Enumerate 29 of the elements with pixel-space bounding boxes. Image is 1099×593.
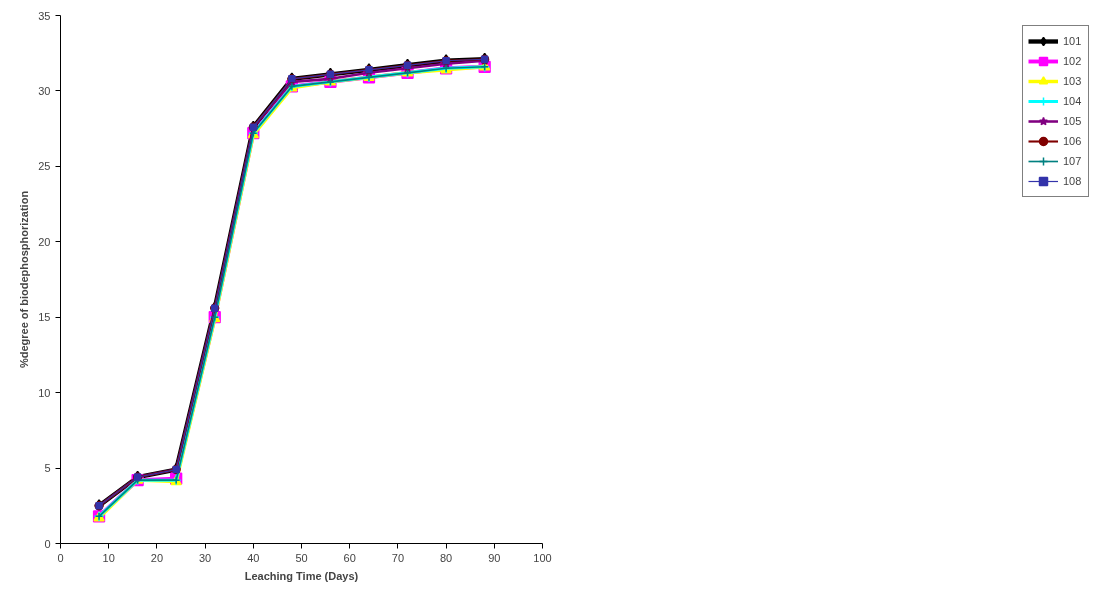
y-tick-label: 30 <box>38 84 51 97</box>
x-tick-label: 90 <box>488 551 501 564</box>
legend-label: 101 <box>1063 35 1083 47</box>
y-tick-label: 10 <box>38 386 51 399</box>
y-tick-label: 5 <box>44 462 51 475</box>
x-tick-label: 40 <box>247 551 260 564</box>
legend-label: 105 <box>1063 115 1083 127</box>
x-tick-label: 100 <box>533 551 552 564</box>
legend-label: 106 <box>1063 135 1083 147</box>
legend-label: 102 <box>1063 55 1083 67</box>
x-tick-label: 50 <box>295 551 308 564</box>
legend-label: 107 <box>1063 155 1083 167</box>
x-tick-label: 60 <box>343 551 356 564</box>
y-tick-label: 20 <box>38 235 51 248</box>
x-tick-label: 80 <box>439 551 453 564</box>
y-axis-title: %degree of biodephosphorization <box>18 190 31 369</box>
y-tick-label: 35 <box>38 9 51 22</box>
y-tick-label: 25 <box>38 160 51 173</box>
legend-label: 104 <box>1063 95 1083 107</box>
x-tick-label: 10 <box>102 551 115 564</box>
y-tick-label: 15 <box>38 311 51 324</box>
x-axis-title: Leaching Time (Days) <box>244 569 359 582</box>
x-tick-label: 70 <box>391 551 405 564</box>
x-tick-label: 20 <box>150 551 164 564</box>
x-tick-label: 0 <box>57 551 64 564</box>
x-tick-label: 30 <box>198 551 212 564</box>
y-tick-label: 0 <box>44 537 51 550</box>
legend-label: 103 <box>1063 75 1083 87</box>
legend-label: 108 <box>1063 175 1083 187</box>
